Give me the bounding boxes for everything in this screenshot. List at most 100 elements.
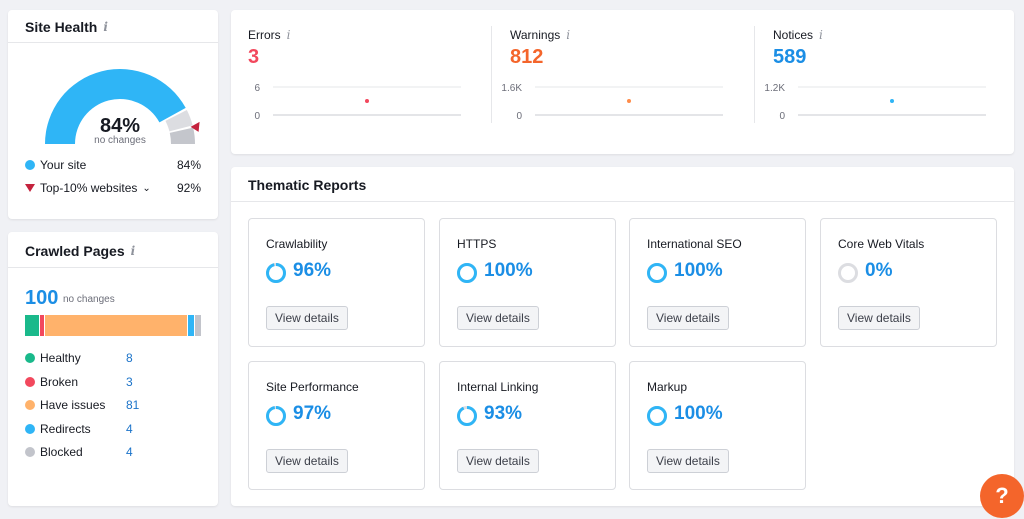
view-details-button[interactable]: View details	[838, 306, 920, 330]
ring-fill	[457, 263, 477, 283]
report-progress-ring-icon	[457, 406, 477, 426]
thematic-report-site-performance: Site Performance 97% View details	[248, 361, 425, 490]
view-details-button[interactable]: View details	[266, 306, 348, 330]
status-dot-icon	[25, 423, 35, 434]
crawled-stat-row[interactable]: Blocked 4	[25, 445, 133, 459]
report-percent[interactable]: 96%	[293, 260, 332, 281]
gauge-rest-arc	[169, 127, 195, 144]
status-dot-icon	[25, 400, 35, 410]
report-name: Core Web Vitals	[838, 237, 925, 251]
sparkline-ymin-label: 0	[516, 111, 522, 122]
sparkline-point	[627, 99, 631, 103]
divider	[491, 26, 492, 123]
legend-top10[interactable]: Top-10% websites ⌄ 92%	[25, 181, 201, 195]
report-percent[interactable]: 100%	[484, 260, 533, 281]
chevron-down-icon[interactable]: ⌄	[142, 182, 151, 194]
report-percent[interactable]: 97%	[293, 403, 332, 424]
issue-sparkline: 60	[254, 83, 461, 122]
issue-label: Errors i	[248, 28, 291, 42]
ring-fill	[647, 406, 667, 426]
view-details-button[interactable]: View details	[266, 449, 348, 473]
info-icon[interactable]: i	[286, 28, 291, 42]
report-progress-ring-icon	[647, 406, 667, 426]
sparkline-ymax-label: 1.6K	[501, 83, 522, 94]
report-percent[interactable]: 100%	[674, 403, 723, 424]
view-details-button[interactable]: View details	[457, 306, 539, 330]
crawled-stacked-bar[interactable]	[25, 315, 201, 336]
thematic-report-international-seo: International SEO 100% View details	[629, 218, 806, 347]
divider	[754, 26, 755, 123]
report-progress-ring-icon	[266, 263, 286, 283]
crawled-bar-segment-redirects[interactable]	[186, 315, 194, 336]
crawled-stat-row[interactable]: Redirects 4	[25, 422, 133, 436]
divider	[231, 201, 1014, 202]
report-name: Markup	[647, 380, 688, 394]
info-icon[interactable]: i	[819, 28, 823, 42]
issue-sparkline: 1.2K 0	[764, 83, 986, 122]
legend-your-site: Your site 84%	[25, 158, 201, 172]
crawled-stat-row[interactable]: Have issues 81	[25, 398, 139, 412]
crawled-pages-card: Crawled Pages i 100 no changes Healthy 8 B…	[8, 232, 218, 506]
gauge-score-sub: no changes	[94, 135, 146, 146]
crawled-total-sub: no changes	[63, 294, 115, 305]
sparkline-point	[365, 99, 369, 103]
crawled-bar-segment-broken[interactable]	[39, 315, 45, 336]
report-progress-ring-icon	[266, 406, 286, 426]
status-dot-icon	[25, 376, 35, 387]
crawled-total[interactable]: 100	[25, 287, 59, 309]
sparkline-ymin-label: 0	[254, 111, 260, 122]
report-percent[interactable]: 93%	[484, 403, 523, 424]
sparkline-ymax-label: 1.2K	[764, 83, 785, 94]
report-name: Crawlability	[266, 237, 328, 251]
view-details-button[interactable]: View details	[457, 449, 539, 473]
thematic-report-core-web-vitals: Core Web Vitals 0% View details	[820, 218, 997, 347]
status-dot-icon	[25, 353, 35, 363]
issue-sparkline: 1.6K 0	[501, 83, 723, 122]
divider	[8, 42, 218, 43]
info-icon[interactable]: i	[130, 244, 136, 258]
issue-value[interactable]: 812	[510, 46, 544, 68]
report-percent[interactable]: 100%	[674, 260, 723, 281]
issue-value[interactable]: 589	[773, 46, 807, 68]
sparkline-ymin-label: 0	[779, 111, 785, 122]
info-icon[interactable]: i	[566, 28, 571, 42]
site-health-card: Site Health i 84% no changes Your site 84…	[8, 10, 218, 219]
report-percent[interactable]: 0%	[865, 260, 893, 281]
crawled-bar-segment-blocked[interactable]	[193, 315, 201, 336]
gauge-score: 84%	[100, 115, 140, 137]
view-details-button[interactable]: View details	[647, 449, 729, 473]
crawled-stat-row[interactable]: Broken 3	[25, 375, 133, 389]
issue-label: Warnings i	[510, 28, 571, 42]
ring-fill	[266, 263, 286, 283]
thematic-report-internal-linking: Internal Linking 93% View details	[439, 361, 616, 490]
issue-warnings: Warnings i 812 1.6K 0	[493, 10, 733, 154]
crawled-bar-segment-healthy[interactable]	[25, 315, 40, 336]
crawled-bar-segment-have-issues[interactable]	[44, 315, 187, 336]
your-site-dot-icon	[25, 160, 35, 170]
report-progress-ring-icon	[647, 263, 667, 283]
report-progress-ring-icon	[838, 263, 858, 283]
report-name: International SEO	[647, 237, 742, 251]
site-health-gauge: 84%no changes	[45, 68, 200, 146]
sparkline-point	[890, 99, 894, 103]
issue-errors: Errors i 3 6 0	[231, 10, 471, 154]
crawled-stat-row[interactable]: Healthy 8	[25, 351, 133, 365]
gauge-top10-arc	[165, 109, 193, 132]
ring-fill	[266, 406, 286, 426]
ring-track	[838, 263, 858, 283]
site-health-title: Site Health i	[25, 19, 108, 35]
thematic-report-markup: Markup 100% View details	[629, 361, 806, 490]
help-button[interactable]: ?	[980, 474, 1024, 518]
thematic-report-https: HTTPS 100% View details	[439, 218, 616, 347]
thematic-reports-card: Thematic Reports Crawlability 96% View det…	[231, 167, 1014, 506]
divider	[8, 267, 218, 268]
info-icon[interactable]: i	[103, 20, 108, 34]
issues-card: Errors i 3 6 0 Warnings i 812 1.6K 0 Notices i 589 1.…	[231, 10, 1014, 154]
issue-notices: Notices i 589 1.2K 0	[756, 10, 996, 154]
crawled-pages-title: Crawled Pages i	[25, 243, 136, 259]
report-progress-ring-icon	[457, 263, 477, 283]
view-details-button[interactable]: View details	[647, 306, 729, 330]
issue-value[interactable]: 3	[248, 46, 260, 68]
gauge-top10-marker-icon	[190, 121, 200, 132]
issue-label: Notices i	[773, 28, 823, 42]
